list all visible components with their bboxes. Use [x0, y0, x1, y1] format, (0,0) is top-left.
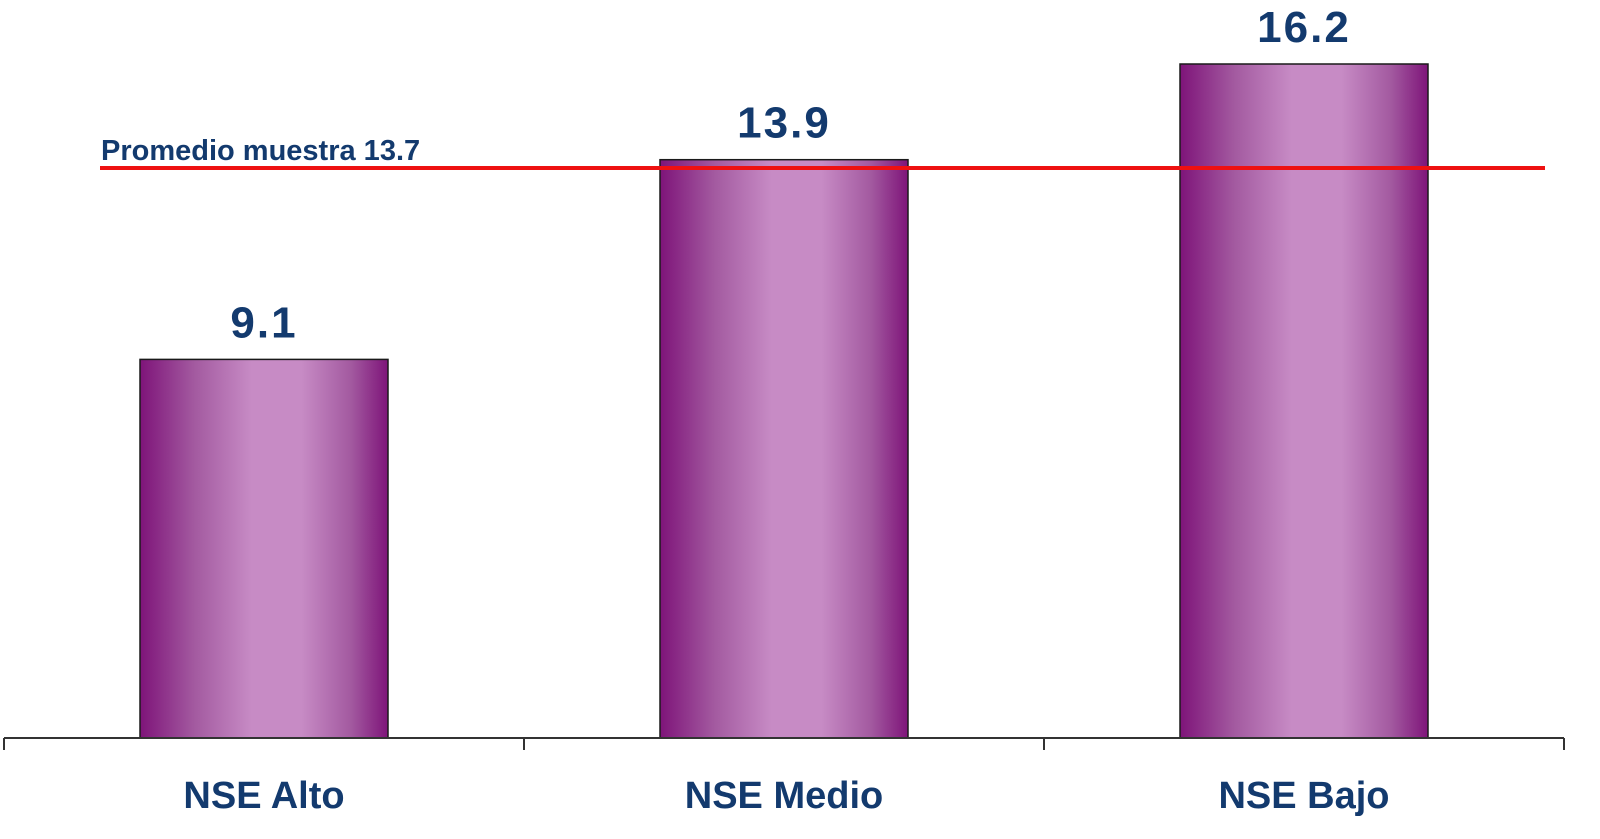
labels-layer: 9.1 NSE Alto 13.9 NSE Medio 16.2 NSE Bajo: [183, 3, 1389, 817]
bar-nse-medio: [659, 158, 909, 739]
category-label: NSE Medio: [685, 775, 883, 817]
bar-nse-bajo: [1179, 63, 1429, 739]
value-label: 13.9: [737, 99, 831, 148]
average-line-label: Promedio muestra 13.7: [101, 135, 420, 167]
reference-line-group: Promedio muestra 13.7: [100, 135, 1545, 171]
bar-nse-alto: [139, 358, 389, 739]
value-label: 9.1: [230, 298, 297, 347]
bars-layer: [139, 63, 1429, 739]
category-label: NSE Bajo: [1218, 775, 1389, 817]
value-label: 16.2: [1257, 3, 1351, 52]
x-axis: [3, 737, 1565, 750]
category-label: NSE Alto: [183, 775, 344, 817]
